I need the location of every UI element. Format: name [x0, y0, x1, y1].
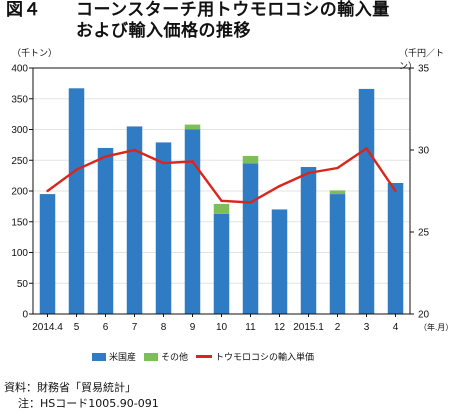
price-point [46, 189, 49, 193]
bar-domestic [387, 183, 404, 314]
bar-domestic [213, 213, 230, 314]
price-point [220, 199, 223, 203]
legend-item-other: その他 [144, 350, 188, 363]
x-tick-label: 5 [74, 322, 80, 333]
x-tick-label: 11 [245, 322, 256, 333]
legend-label-domestic: 米国産 [109, 353, 137, 363]
legend-swatch-domestic [92, 352, 106, 361]
x-tick-label: 7 [132, 322, 138, 333]
source-line: 資料：財務省「貿易統計」 [4, 381, 136, 394]
figure-title: 図４ コーンスターチ用トウモロコシの輸入量 および輸入価格の推移 [6, 0, 446, 42]
bar-domestic [39, 194, 56, 314]
price-point [133, 148, 136, 152]
left-tick-label: 250 [11, 156, 28, 167]
source-note: 資料：財務省「貿易統計」 注：HSコード1005.90-091 [4, 380, 159, 412]
bar-domestic [68, 88, 85, 314]
bar-domestic [97, 147, 114, 314]
x-tick-label: 12 [274, 322, 286, 333]
legend-item-price: トウモロコシの輸入単価 [196, 350, 314, 363]
price-point [278, 184, 281, 188]
x-tick-label: 4 [393, 322, 399, 333]
legend-label-other: その他 [161, 353, 189, 363]
left-tick-label: 150 [11, 217, 28, 228]
price-point [249, 201, 252, 204]
title-line-2: および輸入価格の推移 [76, 21, 251, 41]
left-axis-unit: （千トン） [12, 49, 58, 59]
price-point [162, 161, 165, 165]
legend-item-domestic: 米国産 [92, 350, 136, 363]
x-tick-label: 10 [216, 322, 228, 333]
x-tick-label: 2015.1 [293, 322, 324, 333]
left-tick-label: 100 [11, 248, 28, 259]
price-point [394, 189, 397, 193]
left-tick-label: 400 [11, 64, 28, 75]
right-tick-label: 30 [418, 146, 430, 157]
x-tick-label: 9 [190, 322, 196, 333]
x-axis-unit: （年.月） [419, 322, 450, 332]
bar-domestic [242, 163, 259, 314]
legend: 米国産 その他 トウモロコシの輸入単価 [92, 350, 322, 363]
bar-domestic [300, 167, 317, 314]
legend-label-price: トウモロコシの輸入単価 [215, 353, 315, 363]
title-line-1: コーンスターチ用トウモロコシの輸入量 [76, 0, 390, 20]
x-tick-label: 2 [335, 322, 341, 333]
bar-domestic [155, 142, 172, 314]
figure-number: 図４ [6, 0, 41, 20]
bar-other [213, 203, 230, 214]
left-tick-label: 350 [11, 94, 28, 105]
left-tick-label: 200 [11, 187, 28, 198]
x-tick-label: 8 [161, 322, 167, 333]
right-axis-unit: （千円／トン） [399, 49, 445, 72]
bar-domestic [184, 129, 201, 314]
bar-other [184, 124, 201, 130]
bar-other [242, 155, 259, 164]
price-point [191, 160, 194, 163]
right-tick-label: 35 [418, 64, 430, 75]
left-tick-label: 50 [17, 279, 29, 290]
price-point [336, 166, 339, 170]
bar-domestic [358, 88, 375, 314]
price-point [75, 168, 78, 171]
price-point [307, 171, 310, 175]
legend-swatch-price [196, 355, 213, 358]
x-tick-label: 6 [103, 322, 109, 333]
bar-other [329, 190, 346, 195]
bar-domestic [329, 194, 346, 314]
right-tick-label: 25 [418, 228, 430, 239]
bar-domestic [126, 126, 143, 314]
x-tick-label: 2014.4 [32, 322, 63, 333]
bar-domestic [271, 209, 288, 314]
right-tick-label: 20 [418, 310, 430, 321]
left-tick-label: 300 [11, 125, 28, 136]
price-point [365, 147, 368, 150]
price-point [104, 155, 107, 158]
note-line: 注：HSコード1005.90-091 [18, 397, 159, 410]
legend-swatch-other [144, 352, 159, 361]
left-tick-label: 0 [22, 310, 28, 321]
x-tick-label: 3 [364, 322, 370, 333]
